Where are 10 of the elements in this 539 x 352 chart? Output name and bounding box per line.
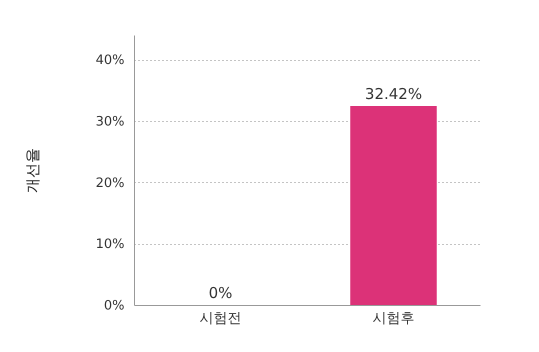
y-tick-label: 20% — [96, 176, 124, 191]
data-label: 32.42% — [364, 85, 422, 104]
y-axis-title: 개선율 — [24, 148, 42, 193]
y-tick-label: 0% — [104, 298, 124, 314]
y-tick-label: 10% — [96, 237, 124, 252]
y-tick-label: 40% — [96, 53, 124, 68]
x-tick-label: 시험전 — [200, 310, 242, 326]
y-tick-label: 30% — [96, 114, 124, 130]
x-tick-label: 시험후 — [372, 310, 414, 326]
data-label: 0% — [208, 284, 232, 302]
